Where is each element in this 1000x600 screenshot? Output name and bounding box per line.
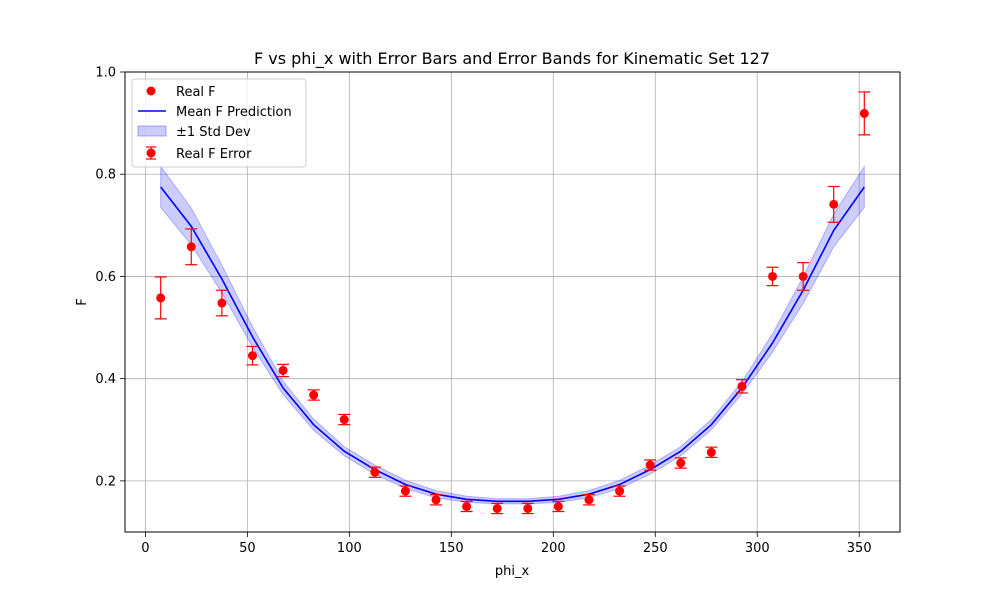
data-point [645, 460, 655, 470]
chart-title: F vs phi_x with Error Bars and Error Ban… [254, 49, 770, 69]
legend-label-real: Real F [176, 85, 216, 100]
data-point [339, 415, 349, 425]
data-point [737, 381, 747, 391]
x-tick-label: 50 [239, 541, 256, 556]
data-point [798, 271, 808, 281]
x-tick-label: 200 [541, 541, 566, 556]
x-ticks: 0 50 100 150 200 250 300 350 [141, 532, 872, 556]
y-ticks: 0.2 0.4 0.6 0.8 1.0 [95, 66, 125, 489]
data-point [247, 351, 257, 361]
data-point [859, 108, 869, 118]
legend-marker-real [146, 86, 156, 96]
legend-marker-error [146, 148, 156, 158]
data-point [431, 495, 441, 505]
data-point [217, 298, 227, 308]
data-point [768, 271, 778, 281]
legend-label-mean: Mean F Prediction [176, 105, 292, 120]
x-tick-label: 0 [141, 541, 149, 556]
x-tick-label: 100 [337, 541, 362, 556]
mean-line-group [160, 186, 865, 503]
y-tick-label: 1.0 [95, 66, 116, 81]
data-point [829, 199, 839, 209]
data-point [462, 501, 472, 511]
mean-line [160, 186, 865, 503]
data-point [706, 447, 716, 457]
x-tick-label: 250 [643, 541, 668, 556]
legend-label-error: Real F Error [176, 147, 252, 162]
data-point [584, 495, 594, 505]
x-tick-label: 350 [847, 541, 872, 556]
data-point [370, 467, 380, 477]
data-point [523, 503, 533, 513]
data-point [156, 293, 166, 303]
y-tick-label: 0.4 [95, 372, 116, 387]
plot-frame [124, 71, 901, 533]
data-point [615, 486, 625, 496]
legend-label-band: ±1 Std Dev [176, 125, 251, 140]
legend: Real F Mean F Prediction ±1 Std Dev Real… [131, 78, 307, 168]
x-tick-label: 150 [439, 541, 464, 556]
x-axis-label: phi_x [495, 564, 530, 579]
legend-patch-band [137, 125, 167, 137]
y-tick-label: 0.6 [95, 270, 116, 285]
y-tick-label: 0.2 [95, 474, 116, 489]
data-point [186, 242, 196, 252]
data-point [492, 503, 502, 513]
data-point [553, 501, 563, 511]
data-point [676, 458, 686, 468]
y-tick-label: 0.8 [95, 168, 116, 183]
real-points [156, 108, 869, 513]
data-point [309, 390, 319, 400]
y-axis-label: F [75, 298, 90, 305]
data-point [278, 365, 288, 375]
data-point [400, 486, 410, 496]
x-tick-label: 300 [745, 541, 770, 556]
legend-box [131, 78, 307, 168]
